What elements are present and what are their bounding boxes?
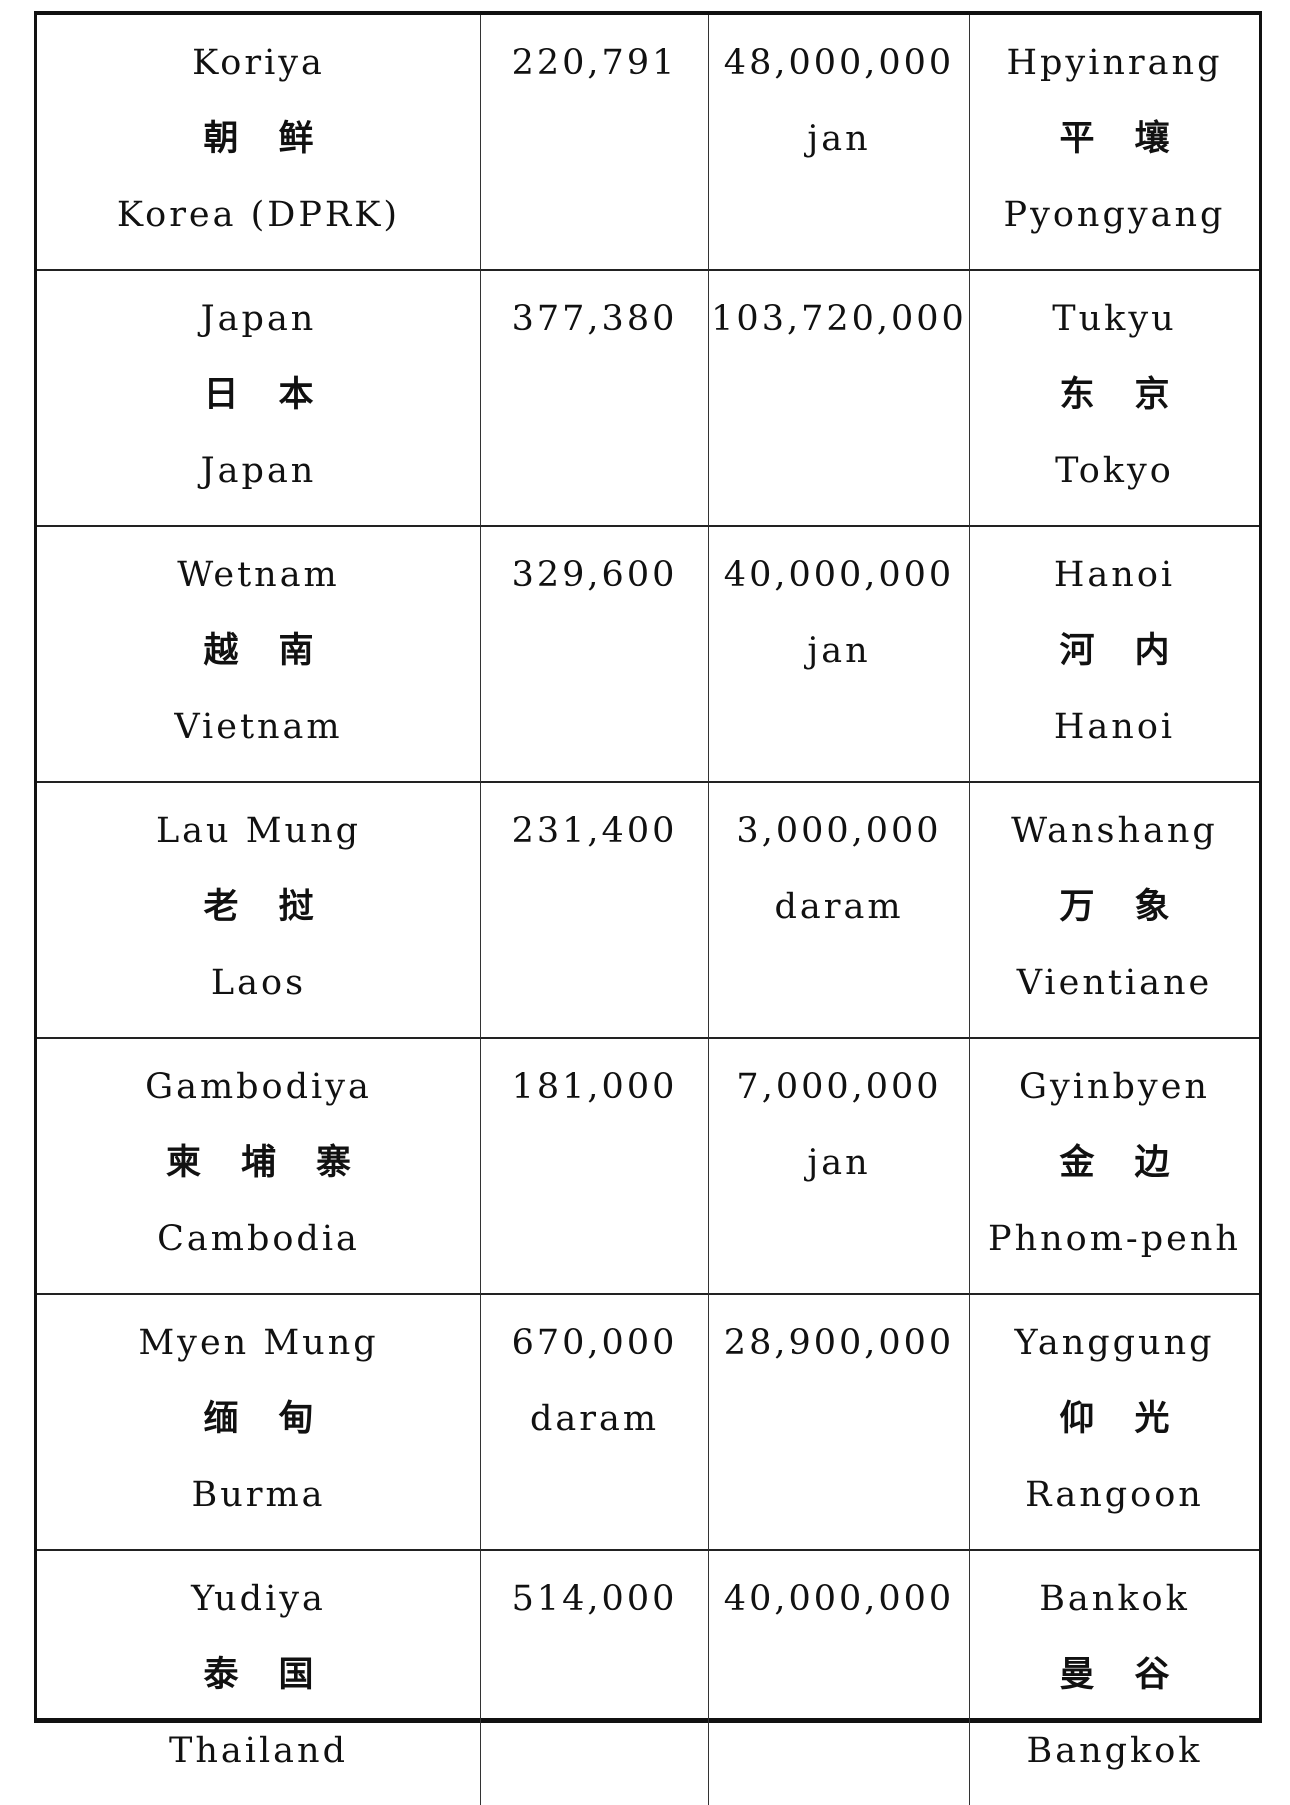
country-line: 柬埔寨 bbox=[165, 1142, 391, 1183]
country-cell: Wetnam 越南 Vietnam bbox=[37, 527, 481, 783]
population-cell: 48,000,000 jan bbox=[709, 15, 970, 271]
capital-line: Hanoi bbox=[1053, 555, 1176, 595]
capital-line: 平壤 bbox=[1059, 118, 1210, 159]
population-line: 40,000,000 bbox=[723, 1579, 955, 1619]
capital-line: 东京 bbox=[1059, 374, 1210, 415]
capital-line: 河内 bbox=[1059, 630, 1210, 671]
area-cell: 670,000 daram bbox=[481, 1295, 709, 1551]
population-line: jan bbox=[807, 119, 871, 159]
country-line: 缅甸 bbox=[203, 1398, 354, 1439]
capital-cell: Yanggung 仰光 Rangoon bbox=[970, 1295, 1259, 1551]
country-line: Laos bbox=[210, 963, 307, 1003]
population-line: 3,000,000 bbox=[736, 811, 942, 851]
area-line: 514,000 bbox=[511, 1579, 678, 1619]
capital-line: Wanshang bbox=[1011, 811, 1218, 851]
country-line: Thailand bbox=[169, 1731, 348, 1771]
area-line: 181,000 bbox=[511, 1067, 678, 1107]
population-line: jan bbox=[807, 631, 871, 671]
area-cell: 220,791 bbox=[481, 15, 709, 271]
capital-line: Tukyu bbox=[1052, 299, 1177, 339]
area-cell: 514,000 bbox=[481, 1551, 709, 1805]
population-line: jan bbox=[807, 1143, 871, 1183]
country-line: Yudiya bbox=[191, 1579, 326, 1619]
capital-line: Vientiane bbox=[1016, 963, 1213, 1003]
capital-line: 万象 bbox=[1059, 886, 1210, 927]
area-line: 670,000 bbox=[511, 1323, 678, 1363]
capital-cell: Hanoi 河内 Hanoi bbox=[970, 527, 1259, 783]
capital-line: 金边 bbox=[1059, 1142, 1210, 1183]
population-cell: 40,000,000 jan bbox=[709, 527, 970, 783]
capital-line: Gyinbyen bbox=[1019, 1067, 1210, 1107]
population-line: 40,000,000 bbox=[723, 555, 955, 595]
capital-cell: Tukyu 东京 Tokyo bbox=[970, 271, 1259, 527]
capital-line: Hpyinrang bbox=[1006, 43, 1223, 83]
population-cell: 7,000,000 jan bbox=[709, 1039, 970, 1295]
country-line: Myen Mung bbox=[138, 1323, 379, 1363]
capital-line: 仰光 bbox=[1059, 1398, 1210, 1439]
capital-line: Bangkok bbox=[1026, 1731, 1203, 1771]
country-cell: Gambodiya 柬埔寨 Cambodia bbox=[37, 1039, 481, 1295]
country-line: 泰国 bbox=[203, 1654, 354, 1695]
population-line: 28,900,000 bbox=[723, 1323, 955, 1363]
country-line: Vietnam bbox=[174, 707, 343, 747]
area-line: 329,600 bbox=[511, 555, 678, 595]
capital-cell: Bankok 曼谷 Bangkok bbox=[970, 1551, 1259, 1805]
country-line: 日本 bbox=[203, 374, 354, 415]
country-table: Koriya 朝鲜 Korea (DPRK) 220,791 48,000,000 jan… bbox=[34, 11, 1262, 1805]
country-line: 越南 bbox=[203, 630, 354, 671]
country-line: Korea (DPRK) bbox=[116, 195, 401, 235]
country-line: Japan bbox=[200, 299, 317, 339]
population-line: 7,000,000 bbox=[736, 1067, 942, 1107]
area-cell: 329,600 bbox=[481, 527, 709, 783]
capital-cell: Gyinbyen 金边 Phnom-penh bbox=[970, 1039, 1259, 1295]
population-line: daram bbox=[774, 887, 904, 927]
country-line: 朝鲜 bbox=[203, 118, 354, 159]
population-cell: 28,900,000 bbox=[709, 1295, 970, 1551]
area-cell: 377,380 bbox=[481, 271, 709, 527]
population-line: 48,000,000 bbox=[723, 43, 955, 83]
country-line: Koriya bbox=[192, 43, 325, 83]
capital-line: Yanggung bbox=[1014, 1323, 1215, 1363]
country-cell: Myen Mung 缅甸 Burma bbox=[37, 1295, 481, 1551]
capital-line: Tokyo bbox=[1055, 451, 1174, 491]
capital-line: Phnom-penh bbox=[988, 1219, 1241, 1259]
population-cell: 40,000,000 bbox=[709, 1551, 970, 1805]
capital-line: 曼谷 bbox=[1059, 1654, 1210, 1695]
country-cell: Yudiya 泰国 Thailand bbox=[37, 1551, 481, 1805]
country-line: Wetnam bbox=[177, 555, 340, 595]
population-cell: 103,720,000 bbox=[709, 271, 970, 527]
country-cell: Japan 日本 Japan bbox=[37, 271, 481, 527]
area-cell: 231,400 bbox=[481, 783, 709, 1039]
area-line: daram bbox=[529, 1399, 660, 1439]
country-line: Lau Mung bbox=[155, 811, 362, 851]
country-line: Gambodiya bbox=[145, 1067, 372, 1107]
capital-line: Rangoon bbox=[1025, 1475, 1204, 1515]
area-line: 377,380 bbox=[511, 299, 678, 339]
capital-cell: Wanshang 万象 Vientiane bbox=[970, 783, 1259, 1039]
capital-line: Hanoi bbox=[1053, 707, 1176, 747]
area-cell: 181,000 bbox=[481, 1039, 709, 1295]
country-line: Japan bbox=[200, 451, 317, 491]
population-line: 103,720,000 bbox=[711, 299, 967, 339]
country-line: Cambodia bbox=[157, 1219, 360, 1259]
area-line: 220,791 bbox=[511, 43, 678, 83]
country-cell: Koriya 朝鲜 Korea (DPRK) bbox=[37, 15, 481, 271]
area-line: 231,400 bbox=[511, 811, 678, 851]
capital-line: Pyongyang bbox=[1003, 195, 1226, 235]
capital-cell: Hpyinrang 平壤 Pyongyang bbox=[970, 15, 1259, 271]
country-cell: Lau Mung 老挝 Laos bbox=[37, 783, 481, 1039]
country-line: 老挝 bbox=[203, 886, 354, 927]
capital-line: Bankok bbox=[1039, 1579, 1190, 1619]
population-cell: 3,000,000 daram bbox=[709, 783, 970, 1039]
country-line: Burma bbox=[191, 1475, 326, 1515]
